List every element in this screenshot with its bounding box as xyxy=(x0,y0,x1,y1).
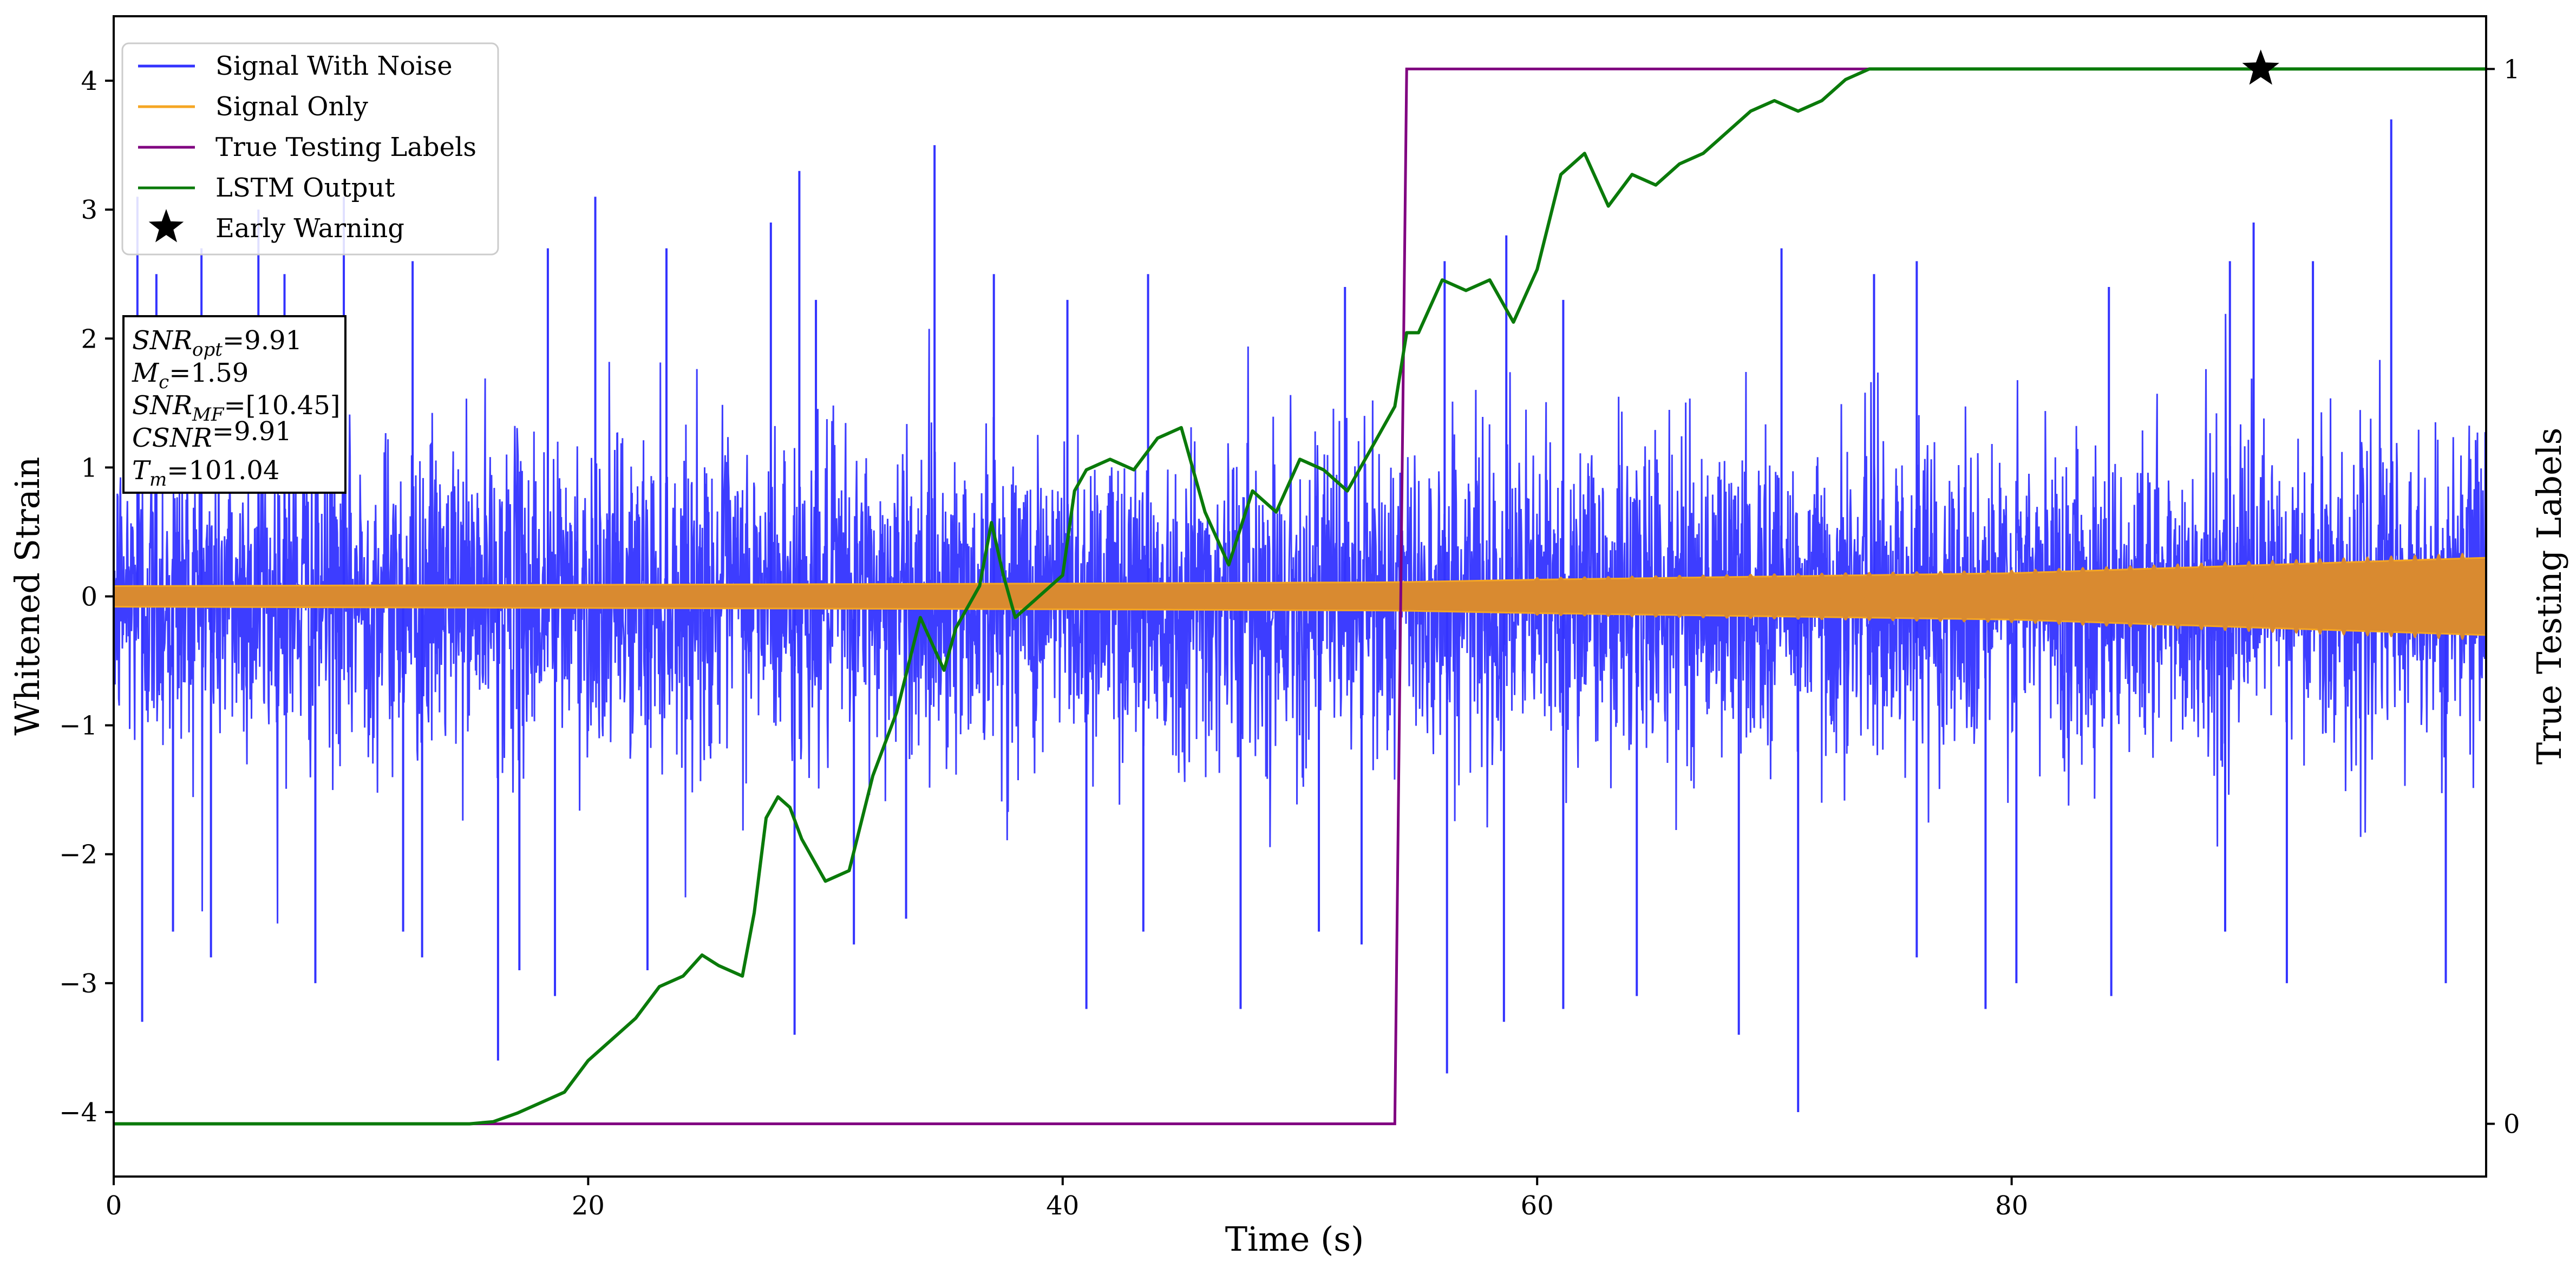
legend-signal-with-noise-label: Signal With Noise xyxy=(215,51,453,81)
stats-annotation-frame xyxy=(122,315,346,494)
signal-only-cycle xyxy=(2054,567,2064,625)
legend-star-shape xyxy=(148,209,184,243)
left-y-axis-title: Whitened Strain xyxy=(8,457,47,736)
stats-annotation-box: SNRopt=9.91 Mc=1.59 SNRMF=[10.45] CSNR=9… xyxy=(122,315,346,494)
left-y-tick-label: 3 xyxy=(81,195,97,225)
signal-only-cycle xyxy=(2196,563,2207,630)
signal-only-cycle xyxy=(1912,571,1922,622)
signal-only-cycle xyxy=(1627,576,1637,617)
left-y-tick-label: −1 xyxy=(59,711,97,741)
signal-only-cycle xyxy=(2173,563,2183,630)
signal-only-cycle xyxy=(2339,557,2349,636)
x-tick-label: 0 xyxy=(106,1191,122,1221)
plot-area xyxy=(114,49,2486,1126)
signal-only-cycle xyxy=(2244,560,2254,632)
left-y-tick-label: −3 xyxy=(59,969,97,999)
signal-only-cycle xyxy=(1936,571,1946,622)
signal-only-cycle xyxy=(1745,573,1756,619)
signal-only-cycle xyxy=(2220,561,2230,631)
stat-snr-mf: SNRMF=[10.45] xyxy=(132,390,341,426)
signal-only-cycle xyxy=(1698,574,1708,618)
series-lstm-output xyxy=(114,67,2486,1126)
legend-signal-only-label: Signal Only xyxy=(215,92,368,122)
x-tick-label: 20 xyxy=(572,1191,605,1221)
signal-only-cycle xyxy=(2315,558,2325,635)
left-y-tick-label: −4 xyxy=(59,1097,97,1128)
signal-only-cycle xyxy=(1603,576,1613,617)
early-warning-star-icon xyxy=(2242,49,2279,85)
signal-only-cycle xyxy=(1840,572,1851,620)
signal-only-cycle xyxy=(2291,559,2302,634)
x-axis-title: Time (s) xyxy=(1225,1219,1364,1259)
signal-only-cycle xyxy=(2386,555,2396,638)
signal-only-cycle xyxy=(1722,574,1732,619)
stat-merger-time: Tm=101.04 xyxy=(132,455,279,491)
signal-only-cycle xyxy=(1888,571,1898,622)
legend-lstm-output-label: LSTM Output xyxy=(215,173,395,203)
signal-only-cycle xyxy=(2149,564,2159,629)
series-signal-only xyxy=(114,552,2486,641)
left-y-tick-label: 2 xyxy=(81,324,97,354)
signal-only-cycle xyxy=(1532,577,1542,616)
x-axis-ticks: 0 20 40 60 80 xyxy=(106,1177,2028,1221)
signal-only-cycle xyxy=(2125,565,2135,628)
lstm-output-line xyxy=(114,67,2486,1126)
stat-chirp-mass: Mc=1.59 xyxy=(132,358,249,393)
signal-only-cycle xyxy=(1864,572,1874,621)
signal-only-cycle xyxy=(1817,572,1827,620)
left-y-tick-label: 1 xyxy=(81,453,97,483)
stat-snr-opt: SNRopt=9.91 xyxy=(132,325,302,361)
signal-only-cycle xyxy=(2434,553,2444,639)
series-signal-with-noise xyxy=(114,119,2486,1112)
signal-only-cycle xyxy=(1675,574,1685,618)
right-y-axis-title: True Testing Labels xyxy=(2529,428,2569,765)
left-y-tick-label: −2 xyxy=(59,840,97,870)
signal-only-cycle xyxy=(1793,573,1803,620)
signal-only-cycle xyxy=(2267,560,2278,633)
legend-frame xyxy=(121,42,499,256)
right-y-tick-label: 1 xyxy=(2503,54,2520,84)
x-tick-label: 60 xyxy=(1521,1191,1554,1221)
signal-only-cycle xyxy=(2006,570,2017,623)
signal-only-cycle xyxy=(1651,575,1661,618)
x-tick-label: 40 xyxy=(1046,1191,1079,1221)
left-y-axis-ticks: −4 −3 −2 −1 0 1 2 3 4 xyxy=(59,66,114,1128)
signal-only-cycle xyxy=(1769,573,1780,619)
signal-only-cycle xyxy=(1959,570,1969,623)
signal-only-cycle xyxy=(1556,577,1566,616)
legend-early-warning-star-icon xyxy=(148,209,184,243)
legend-early-warning-label: Early Warning xyxy=(215,213,404,244)
right-y-axis-ticks: 01 xyxy=(2486,54,2520,1140)
left-y-tick-label: 0 xyxy=(81,582,97,612)
series-early-warning xyxy=(2242,49,2279,85)
signal-only-cycle xyxy=(1983,570,1993,623)
x-tick-label: 80 xyxy=(1995,1191,2028,1221)
signal-only-cycle xyxy=(2078,567,2088,626)
left-y-tick-label: 4 xyxy=(81,66,97,96)
legend: Signal With Noise Signal Only True Testi… xyxy=(121,42,499,256)
signal-only-cycle xyxy=(2362,556,2372,637)
signal-only-cycle xyxy=(1579,576,1590,617)
legend-true-testing-labels-label: True Testing Labels xyxy=(215,132,476,162)
stat-csnr: CSNR=9.91 xyxy=(132,416,292,453)
signal-only-cycle xyxy=(2410,554,2420,638)
right-y-tick-label: 0 xyxy=(2503,1109,2520,1140)
signal-only-cycle xyxy=(2101,566,2111,627)
signal-only-cycle xyxy=(2457,552,2468,641)
signal-only-cycle xyxy=(2030,569,2041,624)
